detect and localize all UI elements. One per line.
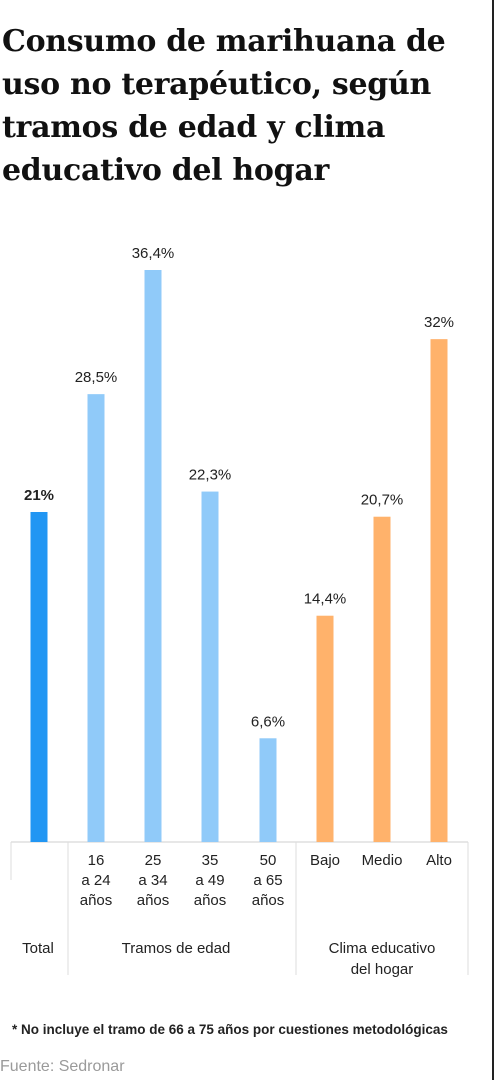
group-label: Clima educativo bbox=[329, 940, 436, 957]
tick-label: años bbox=[137, 892, 170, 909]
tick-label: a 49 bbox=[195, 872, 224, 889]
bar bbox=[201, 491, 219, 842]
tick-label: Bajo bbox=[310, 852, 340, 869]
data-label: 22,3% bbox=[189, 467, 232, 484]
data-label: 36,4% bbox=[132, 245, 175, 262]
tick-label: 35 bbox=[202, 852, 219, 869]
data-label: 6,6% bbox=[251, 713, 285, 730]
footnote: * No incluye el tramo de 66 a 75 años po… bbox=[12, 1022, 448, 1037]
data-label: 21% bbox=[24, 487, 54, 504]
bar bbox=[316, 615, 334, 842]
source-note: Fuente: Sedronar bbox=[0, 1058, 125, 1075]
bar bbox=[30, 512, 48, 842]
tick-label: 16 bbox=[88, 852, 105, 869]
tick-label: años bbox=[80, 892, 113, 909]
tick-label: a 24 bbox=[81, 872, 110, 889]
data-label: 28,5% bbox=[75, 369, 118, 386]
right-border bbox=[492, 0, 494, 1080]
group-label: Total bbox=[22, 940, 54, 957]
tick-label: años bbox=[194, 892, 227, 909]
group-label: Tramos de edad bbox=[122, 940, 231, 957]
tick-label: a 34 bbox=[138, 872, 167, 889]
bar bbox=[87, 394, 105, 842]
bar bbox=[259, 738, 277, 842]
tick-label: años bbox=[252, 892, 285, 909]
tick-label: Alto bbox=[426, 852, 452, 869]
data-label: 20,7% bbox=[361, 492, 404, 509]
chart-title: Consumo de marihuana de uso no terapéuti… bbox=[2, 24, 446, 188]
tick-label: 25 bbox=[145, 852, 162, 869]
tick-label: a 65 bbox=[253, 872, 282, 889]
tick-label: 50 bbox=[260, 852, 277, 869]
bar bbox=[430, 339, 448, 842]
tick-label: Medio bbox=[362, 852, 403, 869]
data-label: 14,4% bbox=[304, 591, 347, 608]
bar bbox=[144, 270, 162, 842]
bar bbox=[373, 516, 391, 842]
data-label: 32% bbox=[424, 314, 454, 331]
group-label: del hogar bbox=[351, 961, 414, 978]
bar-chart: 21% 28,5% 16 a 24 años 36,4% 25 a 34 años 22,3% 35… bbox=[10, 245, 469, 978]
